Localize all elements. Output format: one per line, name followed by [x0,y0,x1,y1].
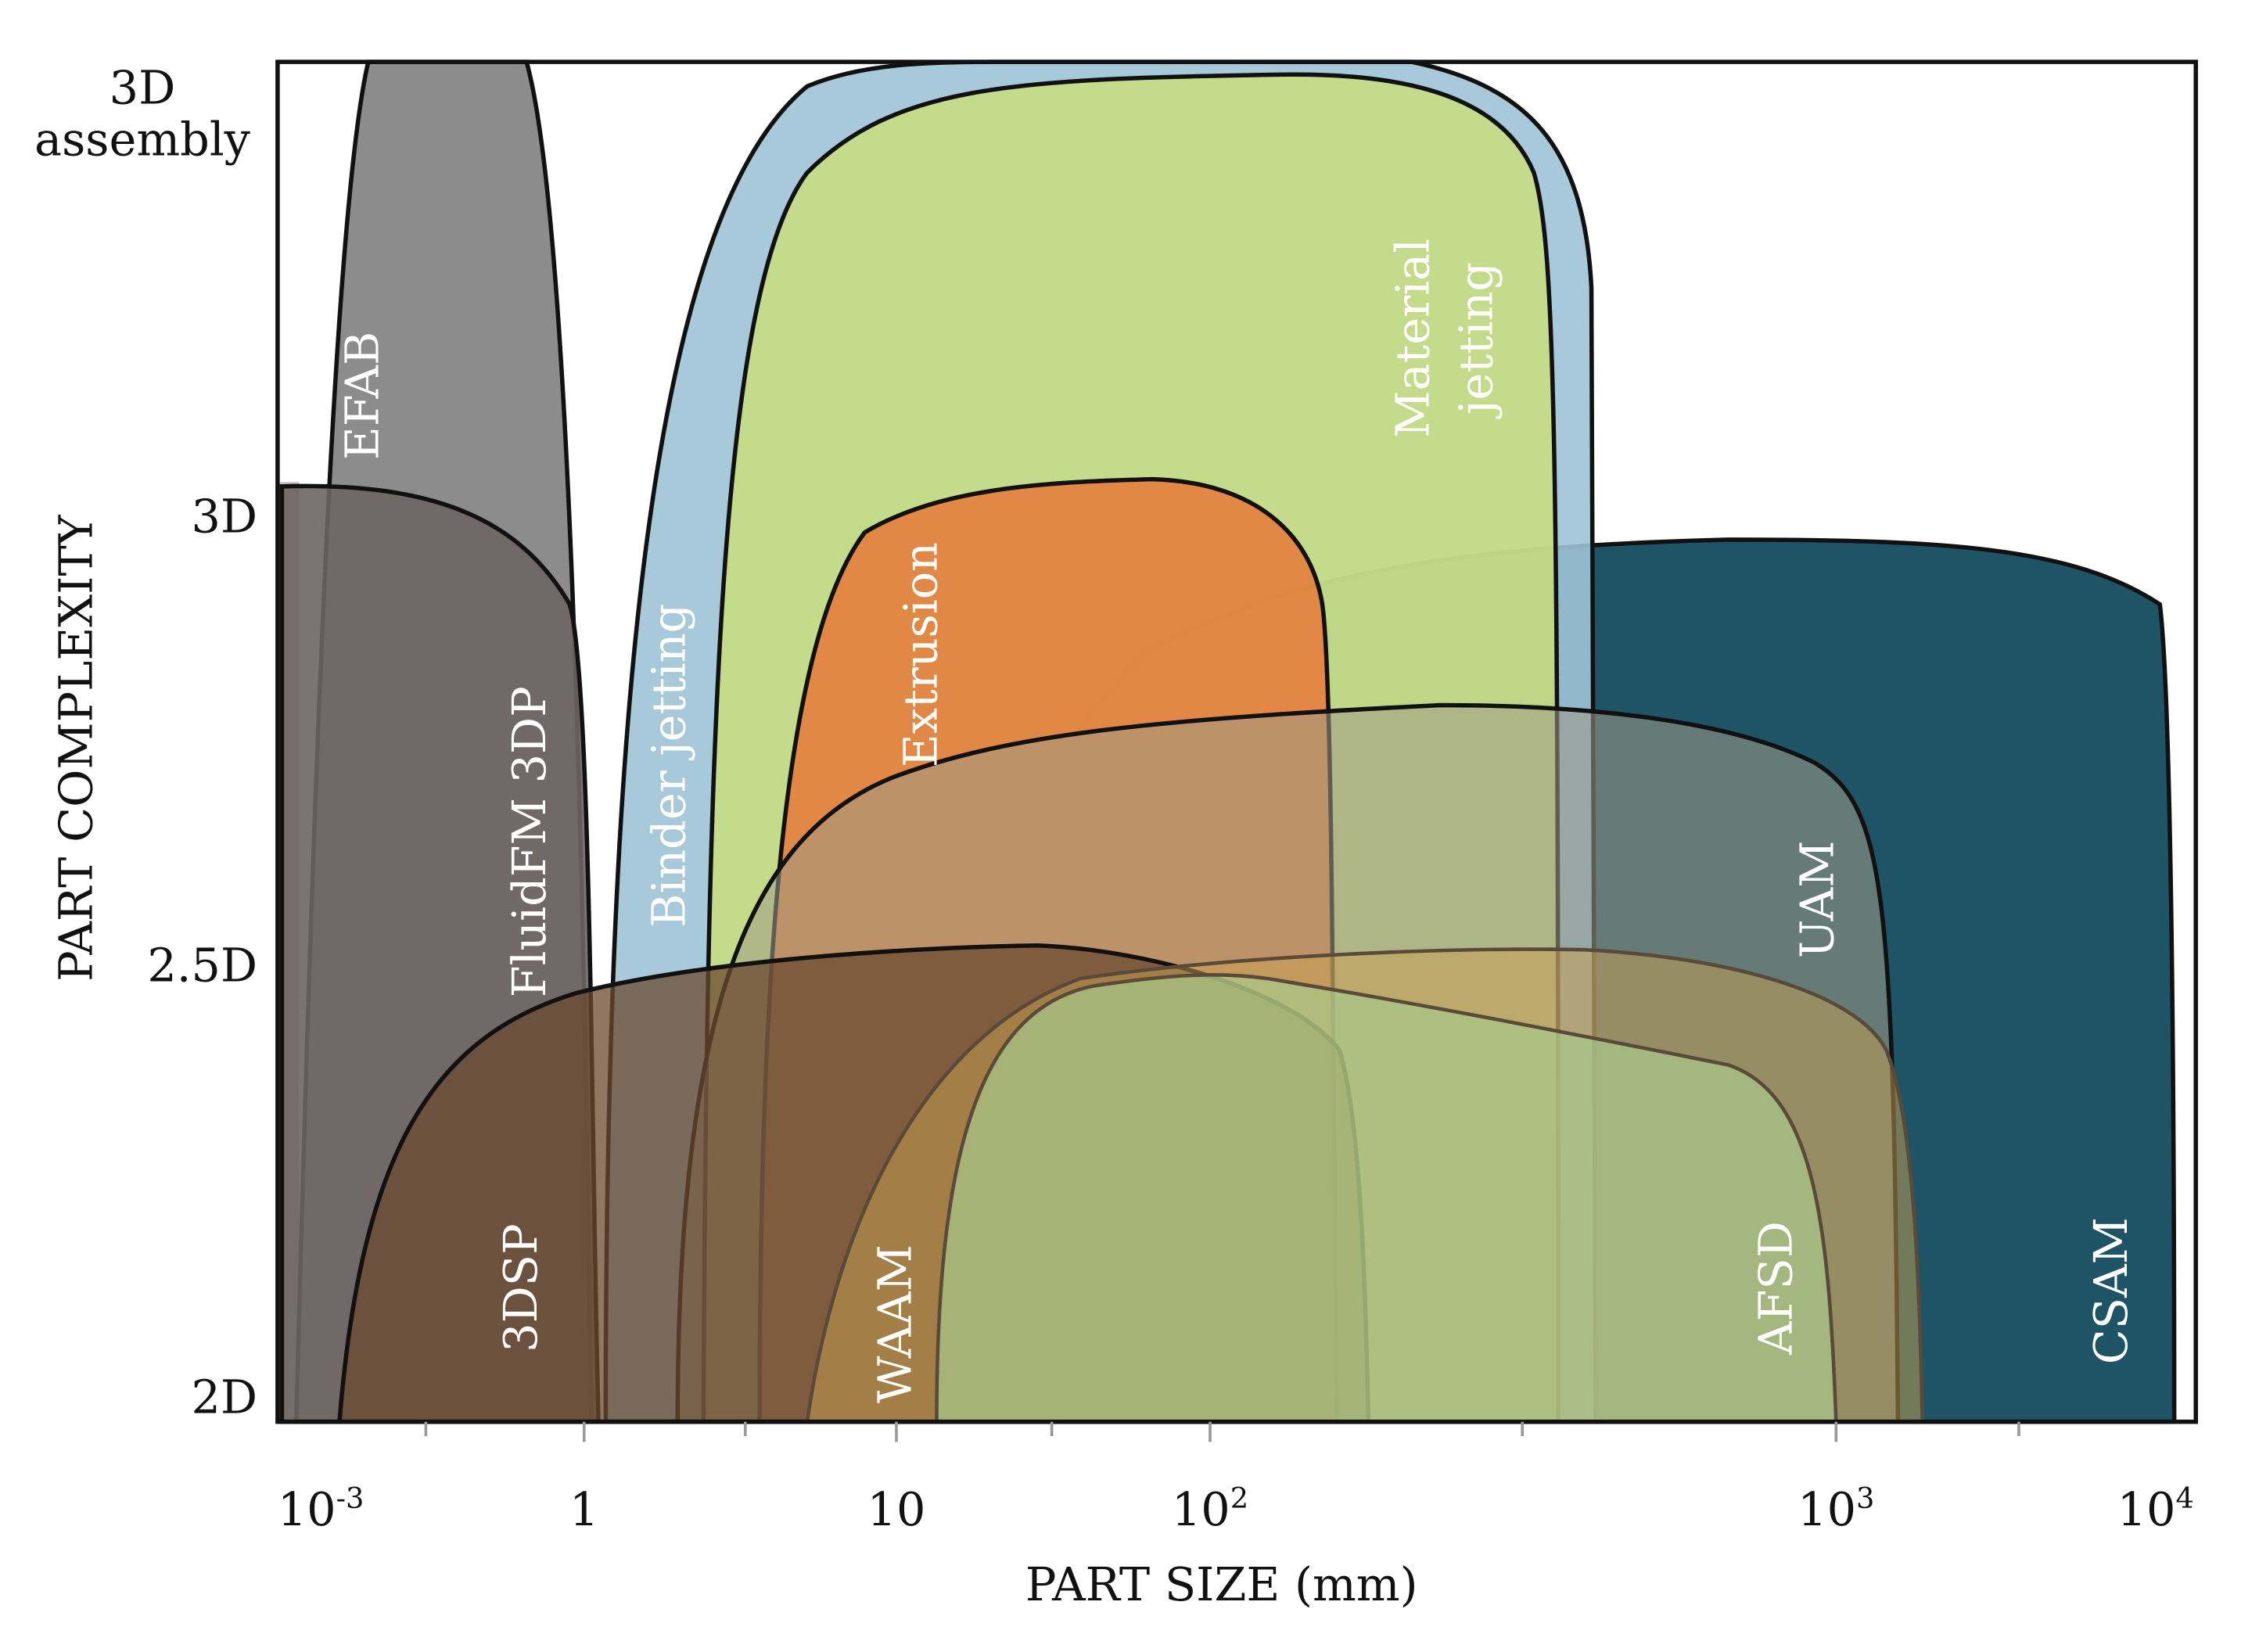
tick-base: 10 [278,1482,336,1536]
x-tick-label: 10 [867,1482,926,1536]
region-label: Material [1386,239,1440,438]
region-label: CSAM [2084,1217,2138,1364]
afsd-region [935,973,1838,1424]
y-axis-title: PART COMPLEXITY [49,514,103,982]
plot-frame [275,59,2198,1424]
region-label: FluidFM 3DP [502,686,556,997]
region-label: UAM [1790,841,1844,959]
tick-exponent: -3 [336,1481,365,1515]
tick-exponent: 2 [1230,1481,1248,1515]
region-label: Extrusion [893,542,947,767]
x-tick-label: 10-3 [278,1481,365,1536]
region-label: jetting [1449,262,1503,419]
region-label: WAAM [867,1244,921,1403]
region-label: Binder jetting [642,604,696,928]
tick-base: 10 [2117,1482,2176,1536]
y-top-label: assembly [34,113,251,167]
region-label: AFSD [1748,1221,1802,1356]
tick-base: 10 [1798,1482,1856,1536]
x-ticks [424,1421,2020,1442]
x-tick-label: 102 [1172,1481,1248,1536]
tick-exponent: 4 [2175,1481,2193,1515]
y-tick-label: 2D [191,1370,257,1424]
y-tick-label: 2.5D [147,939,257,993]
region-label: EFAB [336,332,390,460]
region-label: 3DSP [494,1223,548,1352]
x-tick-label: 1 [569,1482,598,1536]
y-tick-label: 3D [191,490,257,544]
x-tick-label: 103 [1798,1481,1874,1536]
x-tick-label: 104 [2117,1481,2194,1536]
tick-base: 10 [1172,1482,1230,1536]
y-top-label: 3D [110,60,176,114]
x-axis-title: PART SIZE (mm) [1025,1557,1418,1611]
tick-exponent: 3 [1856,1481,1874,1515]
